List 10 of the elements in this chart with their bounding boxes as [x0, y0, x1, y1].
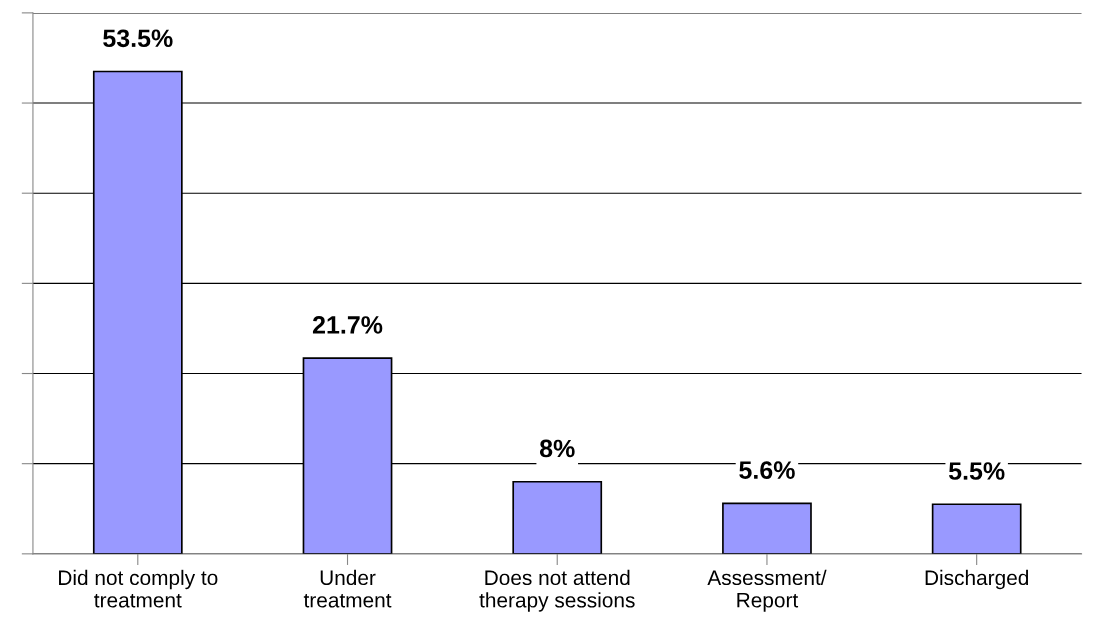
x-tick-label: Did not comply to treatment: [59, 569, 218, 608]
data-label: 21.7%: [312, 316, 383, 334]
data-label: 8%: [539, 439, 575, 458]
x-tick-label: Under treatment: [303, 569, 392, 608]
data-label: 5.6%: [739, 461, 795, 479]
x-tick-label: Assessment/ Report: [707, 569, 827, 612]
data-label: 5.5%: [948, 462, 1005, 480]
x-tick-label: Does not attend therapy sessions: [479, 569, 635, 612]
x-tick-label: Discharged: [925, 569, 1029, 590]
data-label: 53.5%: [103, 29, 173, 48]
